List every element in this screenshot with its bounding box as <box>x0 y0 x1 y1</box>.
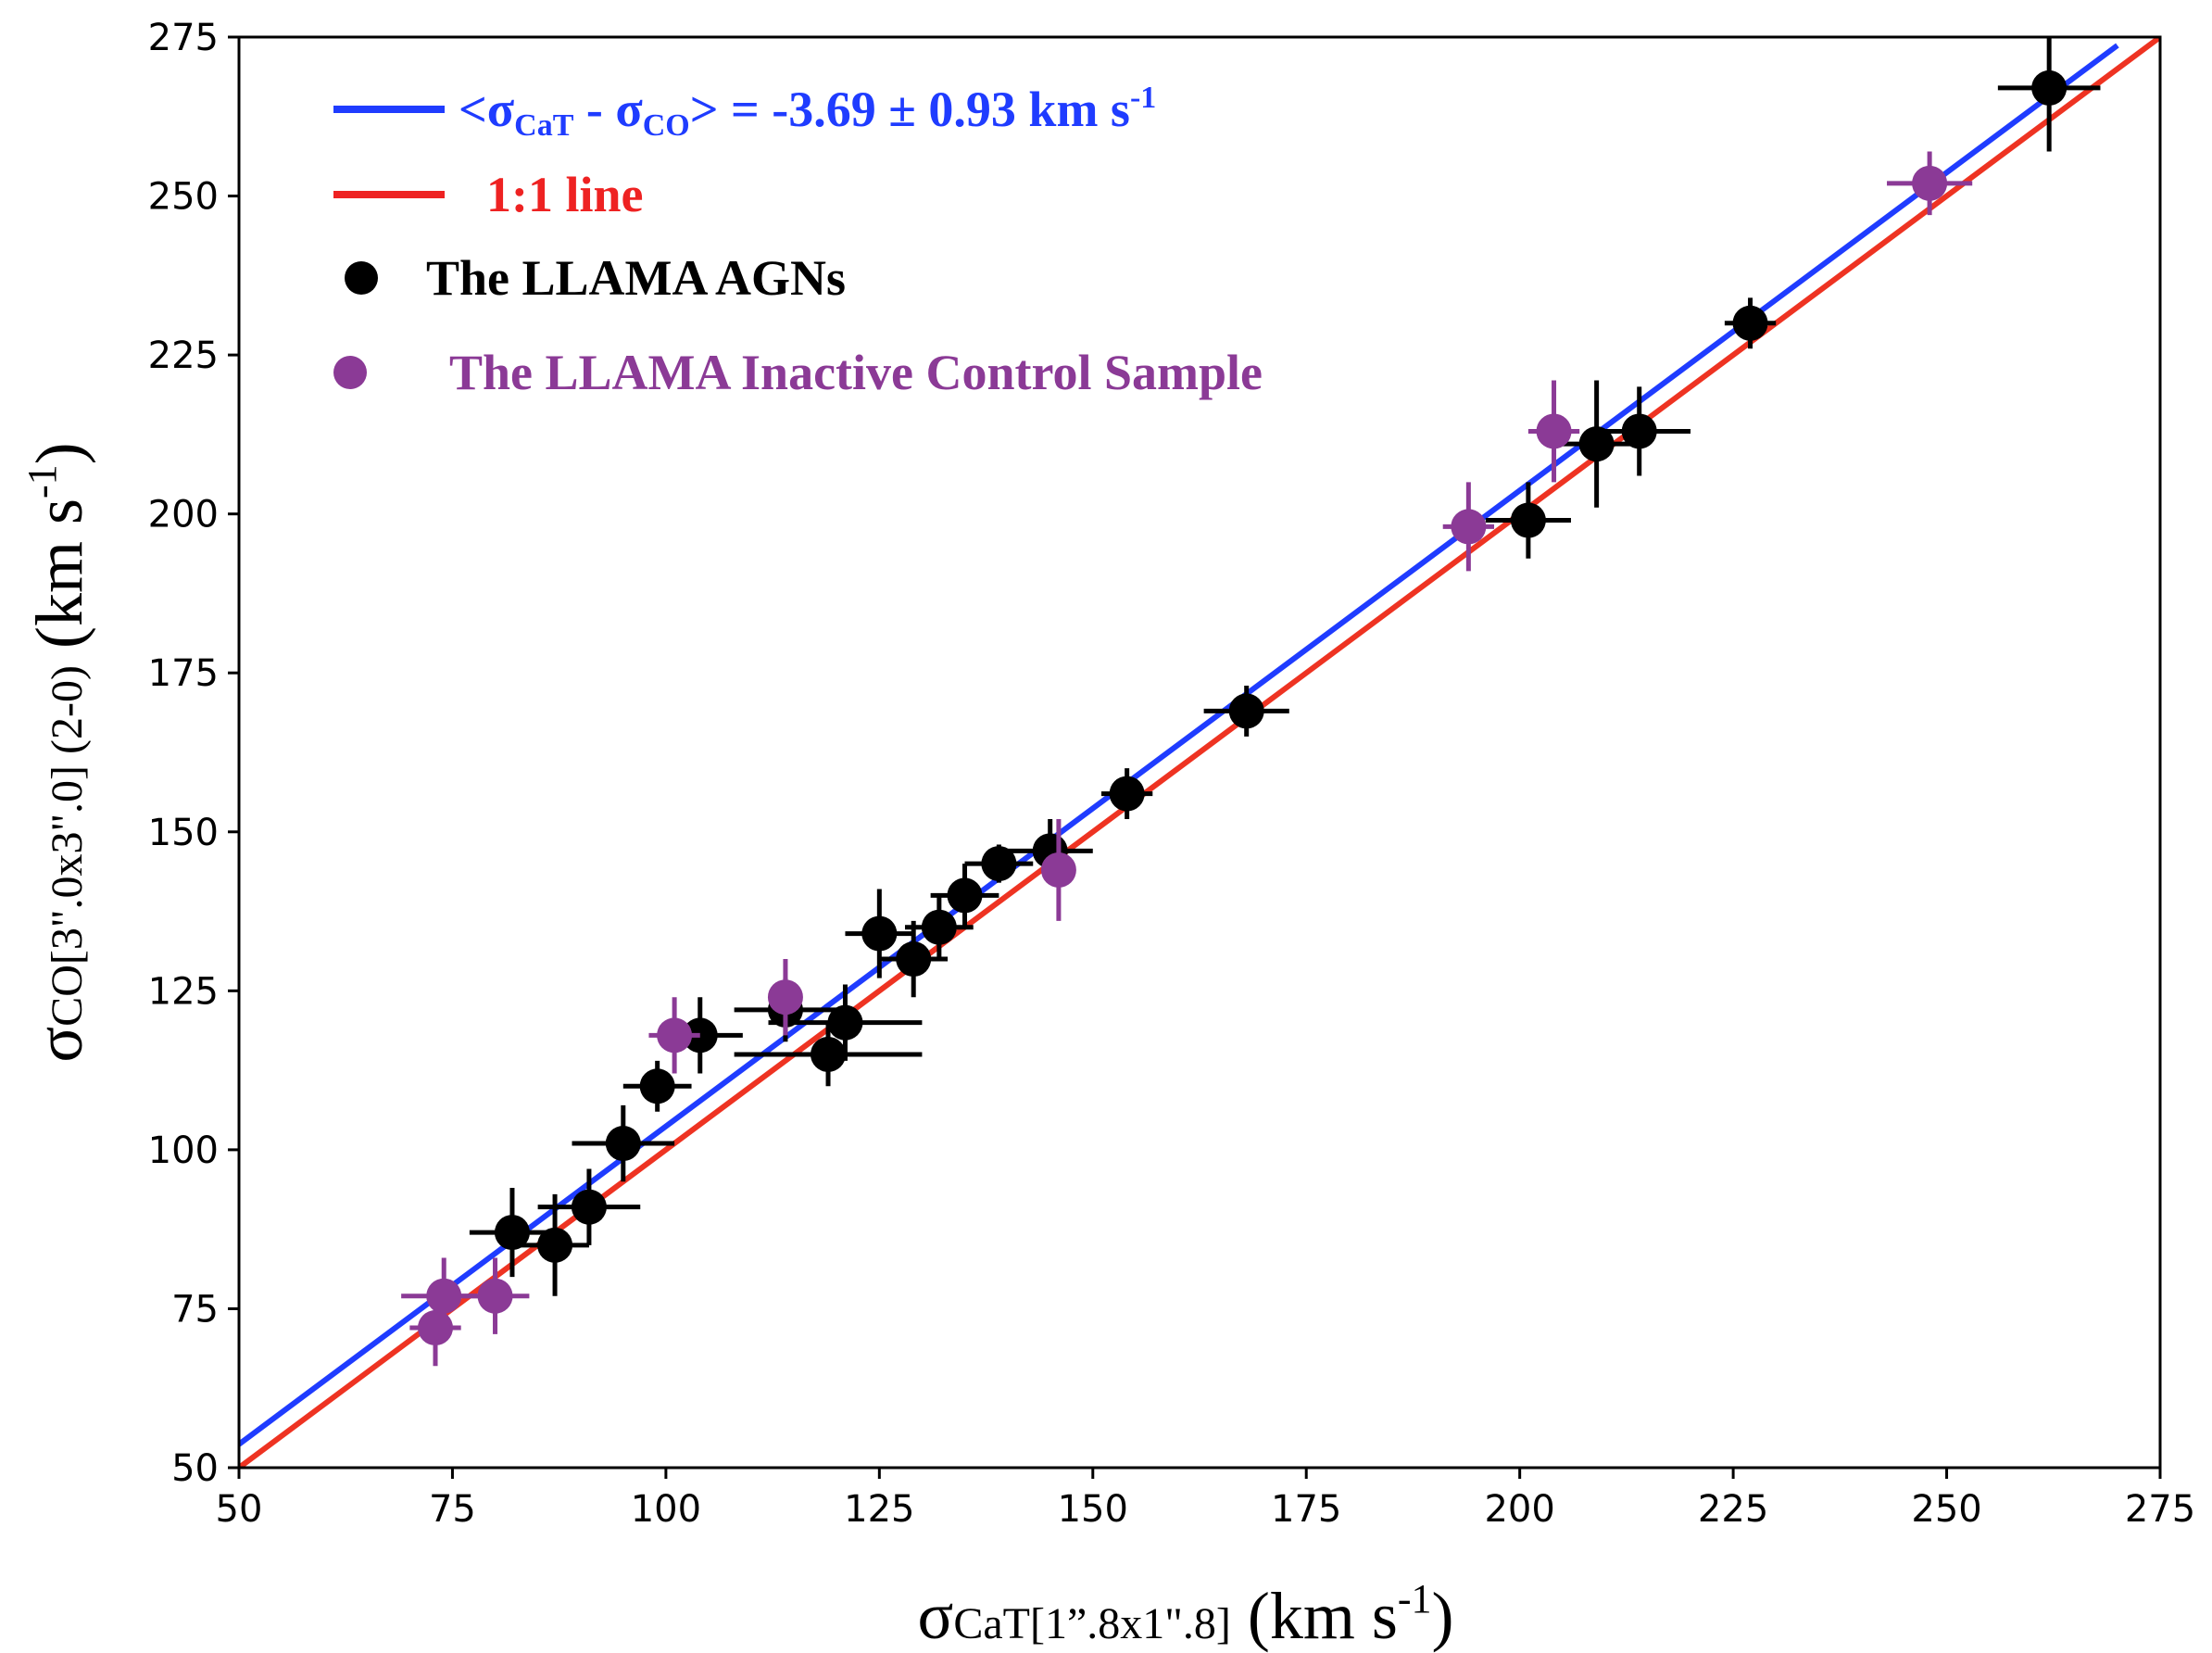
point-marker <box>1109 776 1145 812</box>
x-tick-label: 200 <box>1484 1488 1554 1531</box>
data-point <box>622 1060 692 1112</box>
data-point <box>1588 386 1691 476</box>
line-fit <box>239 43 2119 1447</box>
x-tick-label: 125 <box>844 1488 914 1531</box>
point-marker <box>827 1004 863 1041</box>
y-tick-label: 225 <box>148 334 219 377</box>
data-point <box>1887 151 1973 216</box>
y-tick-label: 175 <box>148 652 219 695</box>
point-marker <box>657 1017 693 1054</box>
data-point <box>1485 482 1571 559</box>
data-point <box>767 959 803 1036</box>
x-tick-label: 225 <box>1698 1488 1768 1531</box>
legend-one-to-one-label: 1:1 line <box>486 167 644 222</box>
x-tick-label: 175 <box>1271 1488 1341 1531</box>
x-tick-label: 250 <box>1911 1488 1981 1531</box>
point-marker <box>1228 693 1264 729</box>
legend-inactive-marker <box>333 356 367 389</box>
data-point <box>460 1257 530 1334</box>
data-point <box>845 889 914 978</box>
legend-agn-label: The LLAMA AGNs <box>426 250 846 306</box>
series-agn <box>469 37 2101 1296</box>
point-marker <box>767 979 803 1016</box>
x-tick-label: 50 <box>216 1488 263 1531</box>
point-marker <box>811 1036 847 1072</box>
point-marker <box>1040 852 1076 888</box>
point-marker <box>1578 426 1615 462</box>
y-tick-label: 50 <box>171 1447 219 1490</box>
points-layer <box>401 37 2101 1367</box>
point-marker <box>571 1189 607 1225</box>
data-point <box>904 895 974 960</box>
data-point <box>930 864 999 927</box>
legend-inactive-label: The LLAMA Inactive Control Sample <box>449 345 1263 400</box>
y-tick-label: 75 <box>171 1288 219 1331</box>
axes-layer: 50 75 100 125 150 175 200 225 250 275 50 75 100 125 15… <box>148 17 2196 1531</box>
point-marker <box>1912 165 1948 201</box>
point-marker <box>861 915 898 952</box>
data-point <box>648 997 700 1074</box>
y-tick-label: 100 <box>148 1129 219 1172</box>
point-marker <box>605 1126 641 1162</box>
point-marker <box>494 1215 530 1251</box>
data-point <box>734 1022 923 1087</box>
y-tick-label: 125 <box>148 970 219 1013</box>
point-marker <box>1510 502 1546 538</box>
data-point <box>572 1104 675 1182</box>
point-marker <box>1451 509 1487 545</box>
point-marker <box>639 1068 675 1104</box>
point-marker <box>537 1227 573 1263</box>
point-marker <box>426 1278 462 1314</box>
y-tick-label: 150 <box>148 812 219 854</box>
x-tick-label: 150 <box>1058 1488 1128 1531</box>
y-tick-label: 250 <box>148 176 219 219</box>
point-marker <box>896 941 932 978</box>
legend-agn-marker <box>345 261 378 295</box>
data-point <box>768 984 923 1061</box>
data-point <box>521 1193 589 1296</box>
data-point <box>1724 297 1777 349</box>
data-point <box>469 1188 556 1278</box>
data-point <box>879 920 949 998</box>
y-tick-label: 275 <box>148 17 219 59</box>
data-point <box>1442 482 1495 572</box>
point-marker <box>1536 413 1572 449</box>
x-tick-label: 75 <box>429 1488 476 1531</box>
data-point <box>1100 768 1153 820</box>
data-point <box>1997 37 2101 152</box>
data-point <box>964 844 1034 883</box>
legend-fit-label: <σCaT - σCO> = -3.69 ± 0.93 km s-1 <box>459 81 1156 143</box>
x-tick-label: 100 <box>631 1488 701 1531</box>
point-marker <box>981 846 1017 882</box>
point-marker <box>2031 69 2067 106</box>
y-tick-label: 200 <box>148 494 219 536</box>
legend: <σCaT - σCO> = -3.69 ± 0.93 km s-1 1:1 l… <box>333 81 1263 400</box>
series-inactive <box>401 151 1973 1367</box>
point-marker <box>947 877 983 914</box>
point-marker <box>1621 413 1657 449</box>
point-marker <box>477 1278 513 1314</box>
x-axis-title: σCaT[1”.8x1".8] (km s-1) <box>918 1576 1454 1653</box>
data-point <box>1040 819 1076 921</box>
point-marker <box>1732 305 1768 341</box>
data-point <box>1203 685 1289 737</box>
data-point <box>1527 380 1580 483</box>
point-marker <box>921 909 957 945</box>
data-point <box>537 1168 641 1245</box>
x-tick-label: 275 <box>2125 1488 2195 1531</box>
point-marker <box>418 1310 454 1346</box>
y-axis-title: σCO[3".0x3".0] (2-0) (km s-1) <box>19 442 96 1062</box>
plot-frame <box>237 35 2162 1470</box>
